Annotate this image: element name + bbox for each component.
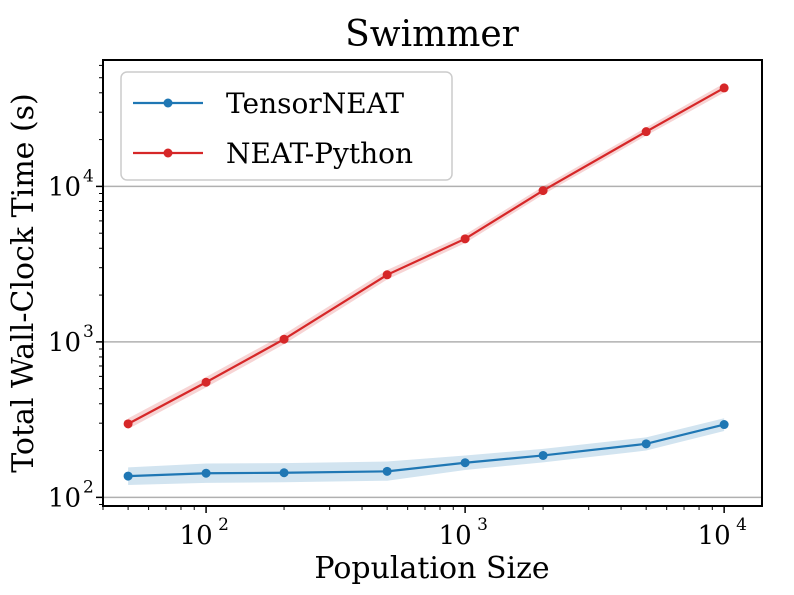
series-band [128,418,725,486]
x-tick-exponent: 4 [736,515,747,535]
x-tick-exponent: 3 [477,515,488,535]
y-tick-label: 10 [48,172,81,202]
legend-marker [163,148,173,158]
x-tick-label: 10 [439,521,472,551]
data-point [123,471,133,481]
data-point [201,377,211,387]
data-point [279,468,289,478]
data-point [641,127,651,137]
x-tick-label: 10 [180,521,213,551]
series-line [128,423,725,478]
data-point [719,83,729,93]
data-point [382,466,392,476]
plot-frame [102,59,763,507]
data-point [279,334,289,344]
data-point [641,439,651,449]
x-tick-label: 10 [698,521,731,551]
data-point [123,419,133,429]
y-tick-label: 10 [48,483,81,513]
series-line [127,86,725,425]
data-point [460,458,470,468]
series-markers [123,83,729,481]
data-point [538,186,548,196]
legend-label: TensorNEAT [226,87,404,120]
y-tick-exponent: 3 [83,322,94,342]
y-tick-label: 10 [48,328,81,358]
legend-marker [163,98,173,108]
data-point [201,468,211,478]
data-point [719,420,729,430]
data-point [538,450,548,460]
y-tick-exponent: 2 [83,477,94,497]
series-lines [127,86,725,478]
legend-label: NEAT-Python [226,137,413,170]
legend: TensorNEAT NEAT-Python [120,71,453,181]
x-tick-exponent: 2 [218,515,229,535]
y-axis-label: Total Wall-Clock Time (s) [6,93,41,473]
y-tick-exponent: 4 [83,166,94,186]
chart-title: Swimmer [345,14,520,55]
data-point [382,270,392,280]
data-point [460,234,470,244]
x-axis: 10 2 10 3 10 4 [102,506,747,551]
x-axis-label: Population Size [314,551,549,586]
y-grid [103,185,762,499]
legend-box [120,71,453,181]
